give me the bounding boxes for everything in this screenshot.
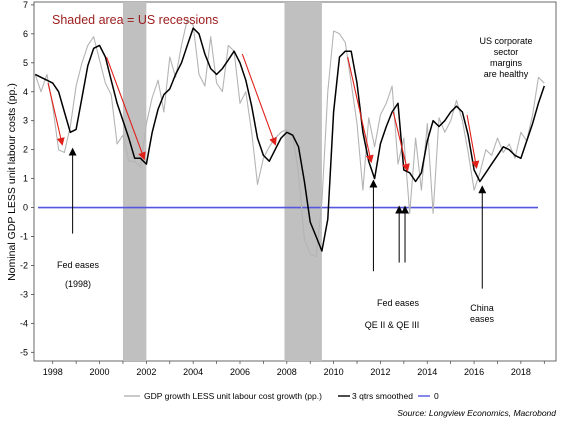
annotation-margins-line2: sector [494, 47, 519, 57]
y-tick-label: -1 [20, 232, 28, 242]
x-axis-ticks: 1998 2000 2002 2004 2006 2008 2010 2012 2014 2016… [43, 361, 545, 377]
source-note: Source: Longview Economics, Macrobond [397, 408, 556, 418]
y-axis-label: Nominal GDP LESS unit labour costs (pp.) [6, 83, 18, 281]
annotation-fed-eases-qe-line2: QE II & QE III [365, 320, 420, 330]
x-tick-label: 2010 [324, 367, 344, 377]
x-tick-label: 2018 [511, 367, 531, 377]
legend-label-zero: 0 [434, 391, 439, 401]
trend-arrow-2 [106, 56, 146, 161]
y-axis-ticks: -5 -4 -3 -2 -1 0 1 2 3 4 5 6 7 [20, 0, 34, 357]
annotation-fed-eases-1998-line2: (1998) [65, 279, 91, 289]
y-tick-label: 7 [23, 0, 28, 10]
shaded-area-label: Shaded area = US recessions [52, 13, 218, 27]
series-lines [34, 18, 546, 258]
y-tick-label: 0 [23, 203, 28, 213]
annotation-margins-line4: are healthy [484, 69, 529, 79]
x-tick-label: 2004 [183, 367, 203, 377]
series-line-smoothed [34, 27, 546, 252]
annotation-fed-eases-1998-line1: Fed eases [57, 260, 100, 270]
y-tick-label: 1 [23, 174, 28, 184]
legend-label-gdp-growth: GDP growth LESS unit labour cost growth … [144, 391, 322, 401]
y-tick-label: -5 [20, 347, 28, 357]
x-tick-label: 2008 [277, 367, 297, 377]
legend: GDP growth LESS unit labour cost growth … [124, 391, 439, 401]
y-tick-label: -3 [20, 289, 28, 299]
recession-band-2 [284, 2, 322, 361]
x-tick-label: 2000 [90, 367, 110, 377]
annotation-arrows [47, 53, 487, 289]
x-tick-label: 2014 [417, 367, 437, 377]
trend-arrow-3 [241, 53, 277, 146]
y-tick-label: -4 [20, 318, 28, 328]
legend-label-smoothed: 3 qtrs smoothed [352, 391, 413, 401]
y-tick-label: 4 [23, 87, 28, 97]
recession-shading [122, 2, 322, 361]
trend-arrow-6 [466, 114, 480, 169]
y-tick-label: 5 [23, 58, 28, 68]
annotation-margins-line3: margins [490, 58, 523, 68]
annotation-china-eases-line1: China [470, 303, 494, 313]
trend-arrow-4 [347, 56, 374, 164]
annotation-china-eases-line2: eases [470, 314, 495, 324]
y-tick-label: 3 [23, 116, 28, 126]
y-tick-label: 6 [23, 29, 28, 39]
annotation-margins-line1: US corporate [479, 36, 532, 46]
x-tick-label: 1998 [43, 367, 63, 377]
y-tick-label: 2 [23, 145, 28, 155]
x-tick-label: 2012 [370, 367, 390, 377]
trend-arrow-1 [47, 82, 65, 146]
x-tick-label: 2002 [136, 367, 156, 377]
x-tick-label: 2016 [464, 367, 484, 377]
annotation-fed-eases-qe-line1: Fed eases [377, 298, 420, 308]
series-line-gdp-growth [34, 18, 545, 258]
trend-arrow-5 [392, 111, 410, 172]
recession-band-1 [122, 2, 147, 361]
x-tick-label: 2006 [230, 367, 250, 377]
y-tick-label: -2 [20, 260, 28, 270]
